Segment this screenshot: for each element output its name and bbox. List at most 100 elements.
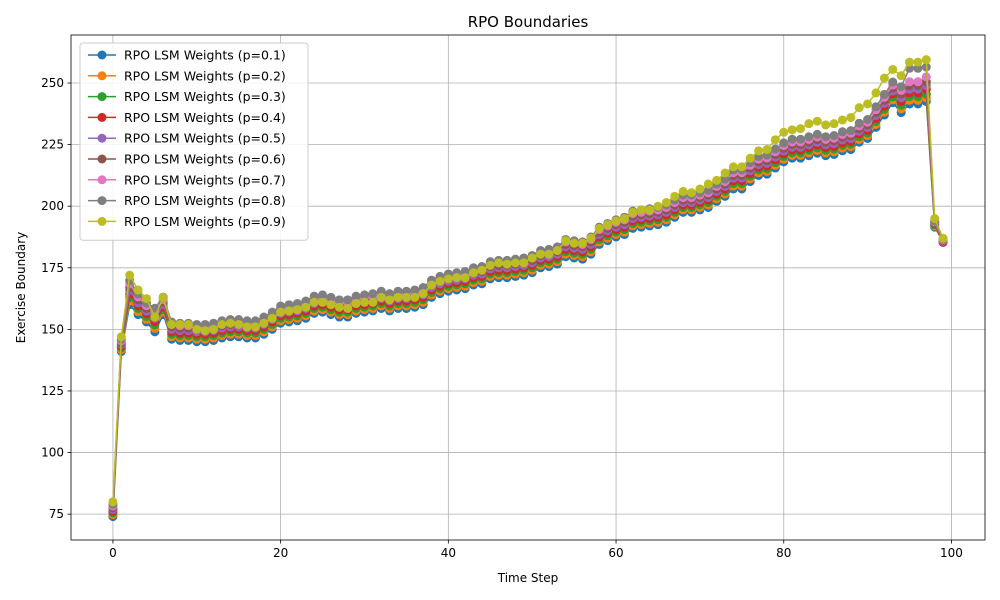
data-point <box>394 293 403 302</box>
data-point <box>461 273 470 282</box>
data-point <box>788 125 797 134</box>
data-point <box>176 320 185 329</box>
data-point <box>871 102 880 111</box>
data-point <box>469 268 478 277</box>
data-point <box>142 294 151 303</box>
data-point <box>712 176 721 185</box>
data-point <box>410 293 419 302</box>
data-point <box>268 314 277 323</box>
data-point <box>762 145 771 154</box>
data-point <box>754 146 763 155</box>
chart-title: RPO Boundaries <box>468 13 589 31</box>
data-point <box>544 250 553 259</box>
legend-marker <box>98 155 107 164</box>
data-point <box>737 162 746 171</box>
data-point <box>922 55 931 64</box>
data-point <box>721 168 730 177</box>
data-point <box>838 115 847 124</box>
y-tick-label: 200 <box>41 199 64 213</box>
data-point <box>259 319 268 328</box>
x-tick-label: 100 <box>940 546 963 560</box>
data-point <box>519 258 528 267</box>
data-point <box>838 127 847 136</box>
data-point <box>779 138 788 147</box>
data-point <box>880 90 889 99</box>
data-point <box>905 58 914 67</box>
legend-label: RPO LSM Weights (p=0.4) <box>124 110 286 125</box>
legend-marker <box>98 71 107 80</box>
data-point <box>276 308 285 317</box>
data-point <box>888 65 897 74</box>
data-point <box>503 260 512 269</box>
x-tick-label: 80 <box>776 546 791 560</box>
x-tick-label: 40 <box>441 546 456 560</box>
legend-marker <box>98 113 107 122</box>
data-point <box>855 103 864 112</box>
data-point <box>234 320 243 329</box>
data-point <box>226 319 235 328</box>
data-point <box>368 298 377 307</box>
data-point <box>695 184 704 193</box>
data-point <box>494 258 503 267</box>
data-point <box>209 325 218 334</box>
data-point <box>427 281 436 290</box>
data-point <box>913 77 922 86</box>
data-point <box>913 58 922 67</box>
legend-marker <box>98 92 107 101</box>
data-point <box>536 250 545 259</box>
data-point <box>150 313 159 322</box>
data-point <box>930 214 939 223</box>
data-point <box>553 246 562 255</box>
legend-marker <box>98 175 107 184</box>
data-point <box>905 77 914 86</box>
data-point <box>318 298 327 307</box>
data-point <box>310 298 319 307</box>
data-point <box>796 135 805 144</box>
data-point <box>419 289 428 298</box>
data-point <box>897 71 906 80</box>
legend-marker <box>98 51 107 60</box>
data-point <box>880 74 889 83</box>
data-point <box>670 192 679 201</box>
data-point <box>779 128 788 137</box>
data-point <box>326 300 335 309</box>
data-point <box>184 320 193 329</box>
data-point <box>477 266 486 275</box>
data-point <box>855 119 864 128</box>
legend-label: RPO LSM Weights (p=0.6) <box>124 152 286 167</box>
data-point <box>846 126 855 135</box>
data-point <box>771 145 780 154</box>
data-point <box>871 88 880 97</box>
data-point <box>863 115 872 124</box>
data-point <box>201 326 210 335</box>
x-tick-label: 0 <box>109 546 117 560</box>
data-point <box>117 332 126 341</box>
data-point <box>561 236 570 245</box>
legend-label: RPO LSM Weights (p=0.9) <box>124 214 286 229</box>
data-point <box>662 198 671 207</box>
data-point <box>830 119 839 128</box>
data-point <box>653 202 662 211</box>
data-point <box>528 253 537 262</box>
data-point <box>830 131 839 140</box>
legend-label: RPO LSM Weights (p=0.3) <box>124 89 286 104</box>
x-tick-label: 20 <box>273 546 288 560</box>
data-point <box>846 113 855 122</box>
data-point <box>578 239 587 248</box>
data-point <box>385 295 394 304</box>
data-point <box>368 289 377 298</box>
data-point <box>167 320 176 329</box>
legend-marker <box>98 217 107 226</box>
data-point <box>788 135 797 144</box>
data-point <box>452 273 461 282</box>
y-tick-label: 125 <box>41 384 64 398</box>
y-tick-label: 100 <box>41 446 64 460</box>
legend-label: RPO LSM Weights (p=0.7) <box>124 172 286 187</box>
data-point <box>343 304 352 313</box>
data-point <box>125 271 134 280</box>
data-point <box>796 124 805 133</box>
data-point <box>377 293 386 302</box>
data-point <box>293 305 302 314</box>
x-axis-label: Time Step <box>497 571 559 585</box>
